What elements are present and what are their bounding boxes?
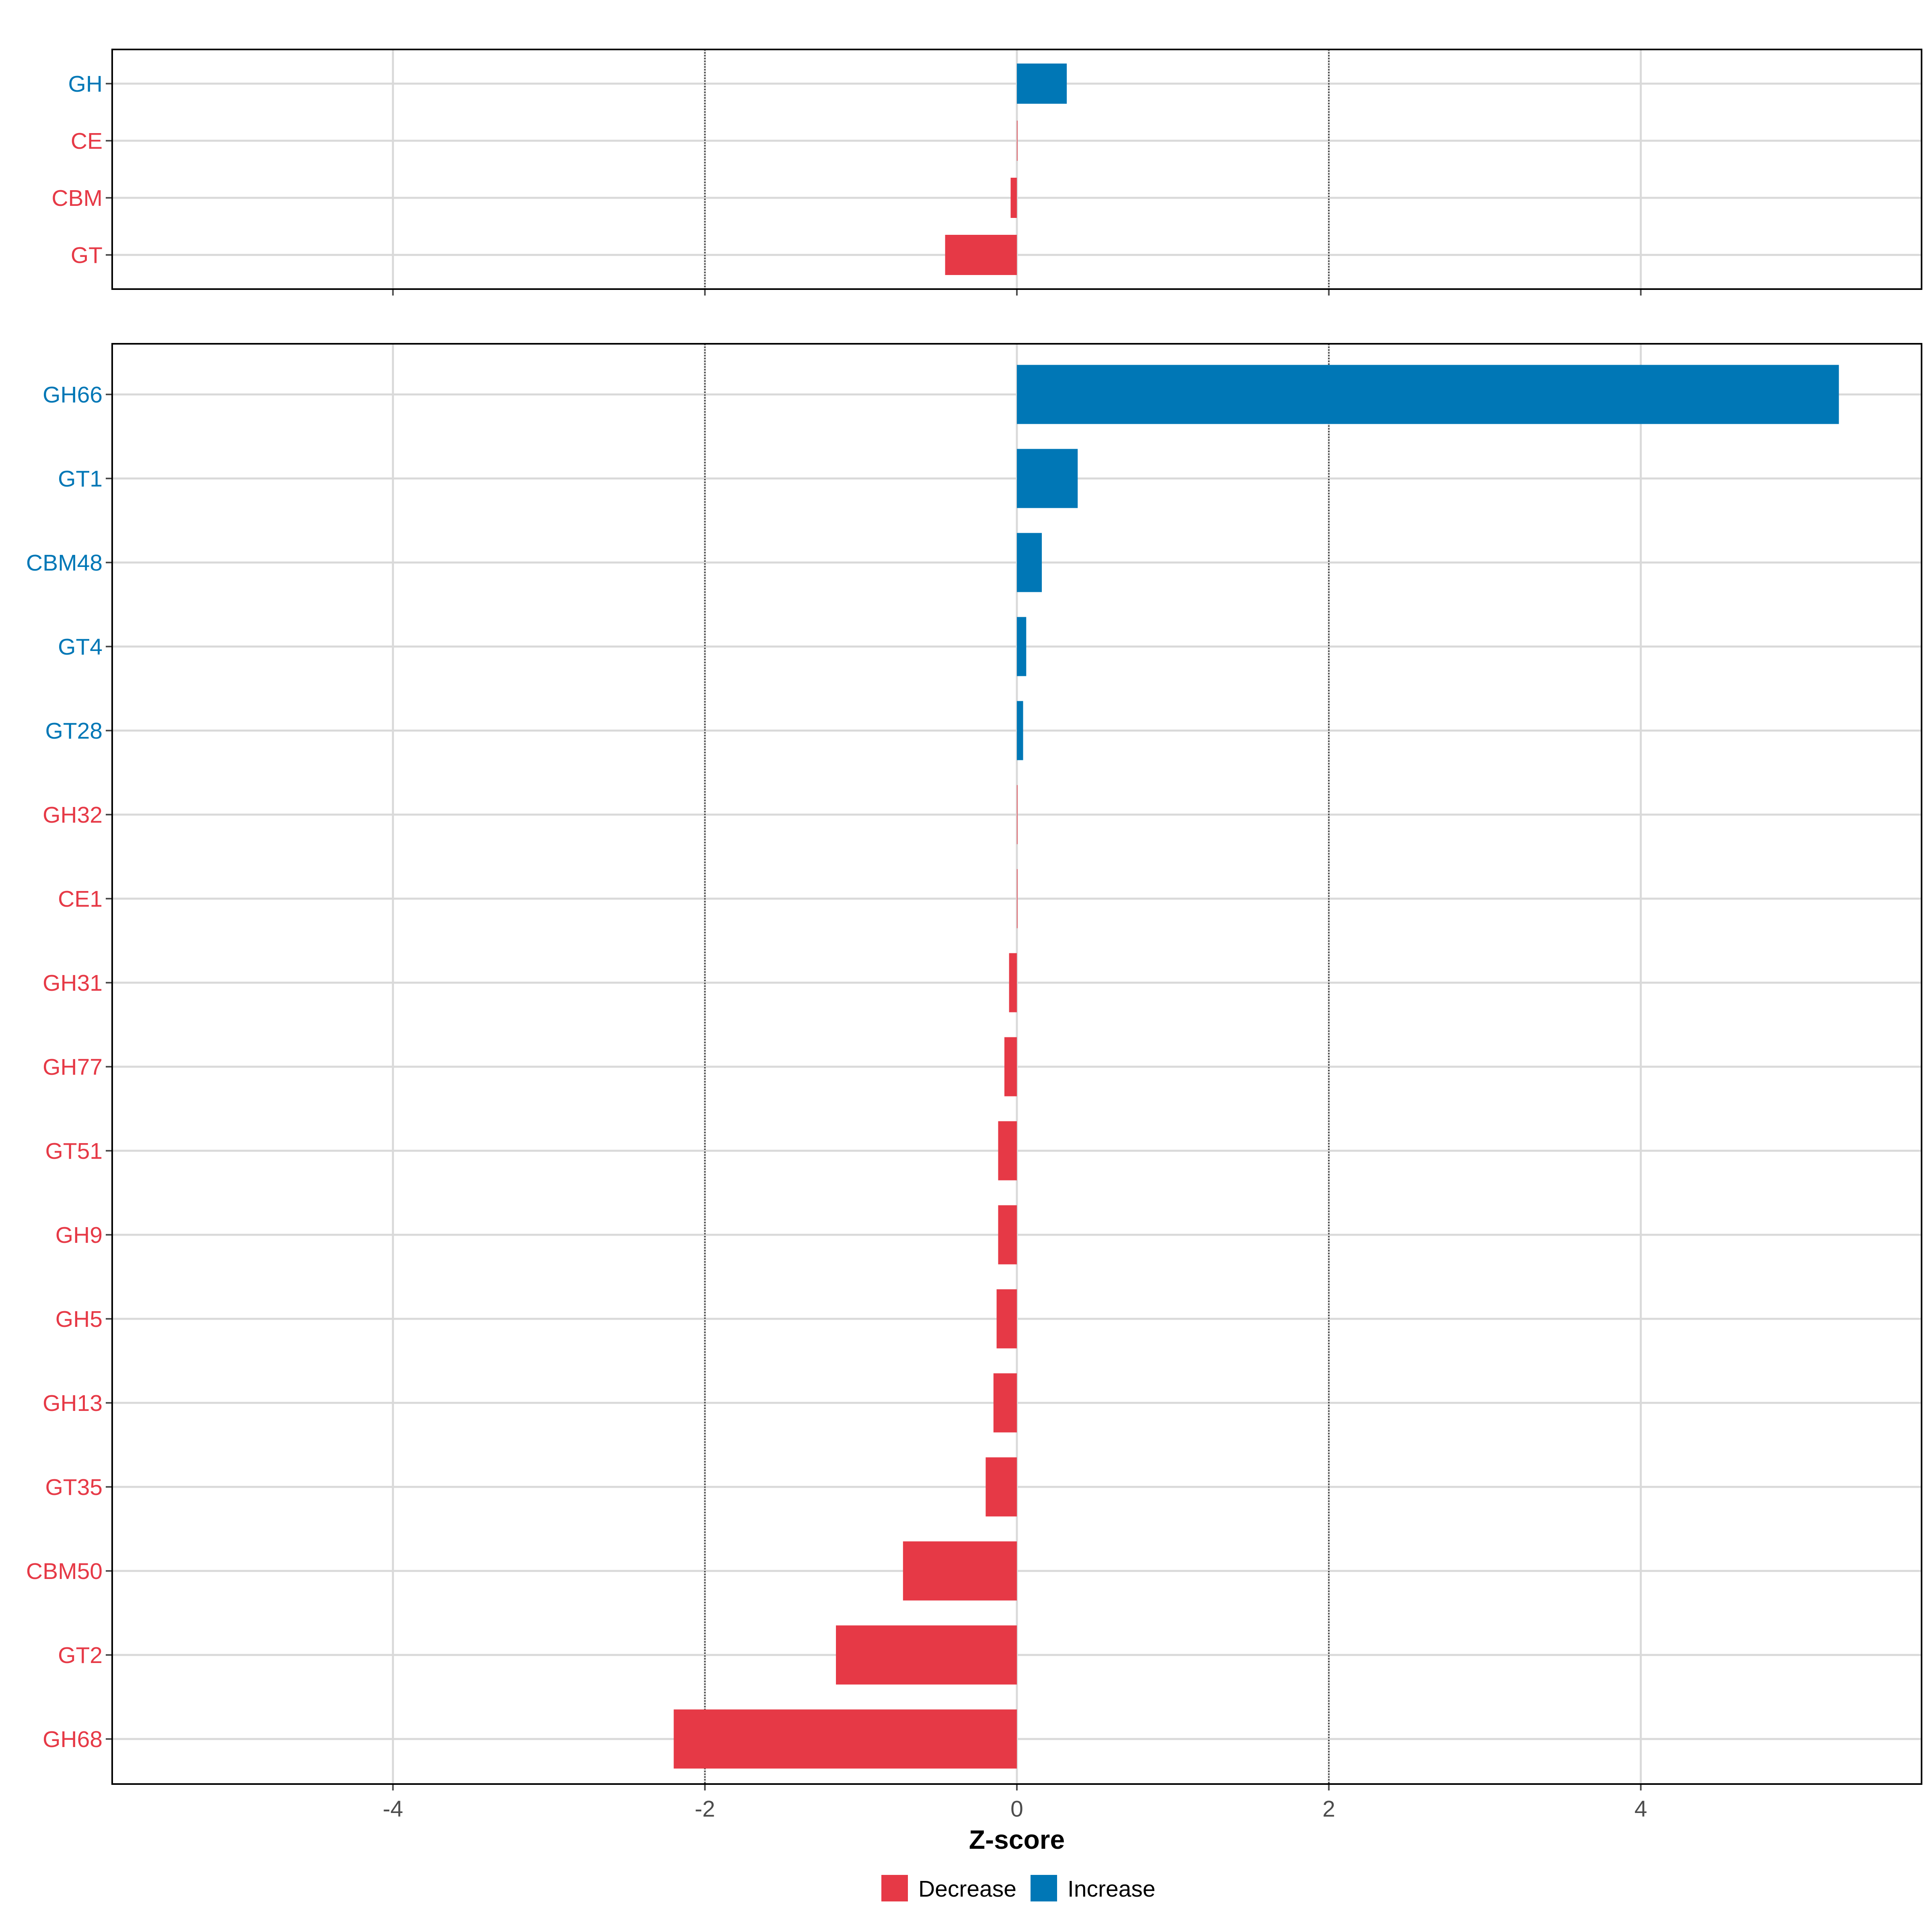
x-tick-label: 0 <box>1010 1796 1023 1822</box>
y-tick-label: GH31 <box>43 970 103 996</box>
bar-gt1 <box>1017 449 1078 508</box>
y-tick-label: GT1 <box>58 466 103 492</box>
bar-gh77 <box>1004 1037 1017 1096</box>
y-tick-label: CE <box>71 128 103 154</box>
y-tick-label: CE1 <box>58 886 103 912</box>
y-tick-label: GT4 <box>58 634 103 660</box>
bar-gt2 <box>836 1625 1017 1685</box>
y-tick-label: GH5 <box>55 1306 103 1332</box>
panel-border <box>111 49 1922 290</box>
bar-gh5 <box>996 1289 1017 1349</box>
bar-gh9 <box>998 1205 1017 1265</box>
bar-cbm <box>1010 178 1017 218</box>
y-tick-label: GH <box>68 71 103 97</box>
y-tick-label: GT51 <box>45 1138 103 1164</box>
legend-label-decrease: Decrease <box>918 1876 1016 1902</box>
bar-gh31 <box>1009 953 1017 1012</box>
y-tick-label: GT28 <box>45 718 103 744</box>
bar-gh13 <box>993 1373 1017 1433</box>
bar-gt28 <box>1017 701 1023 760</box>
legend: Decrease Increase <box>881 1875 1156 1902</box>
x-axis-tick-labels: -4 -2 0 2 4 <box>383 1796 1647 1822</box>
bar-gh68 <box>673 1709 1017 1769</box>
bar-cbm50 <box>903 1541 1017 1601</box>
x-tick-label: -2 <box>695 1796 715 1822</box>
bottom-panel: GH66 GT1 CBM48 GT4 GT28 GH32 CE1 GH31 GH77 GT51 GH… <box>26 343 1922 1790</box>
bar-gt <box>945 235 1017 275</box>
y-tick-label: GH68 <box>43 1727 103 1752</box>
bar-ce1 <box>1017 869 1018 928</box>
y-tick-label: GH32 <box>43 802 103 828</box>
bar-gh32 <box>1017 785 1018 844</box>
bar-gh <box>1017 64 1067 104</box>
bar-gh66 <box>1017 365 1839 424</box>
x-axis-title: Z-score <box>969 1825 1065 1854</box>
panel-border <box>111 343 1922 1785</box>
y-tick-label: GT35 <box>45 1474 103 1500</box>
y-tick-label: CBM <box>51 185 103 211</box>
bar-cbm48 <box>1017 533 1042 592</box>
bar-ce <box>1017 121 1018 161</box>
y-tick-label: GH13 <box>43 1390 103 1416</box>
legend-key-decrease <box>881 1875 908 1901</box>
y-tick-label: GT2 <box>58 1643 103 1668</box>
x-tick-label: 4 <box>1634 1796 1647 1822</box>
y-tick-label: GH77 <box>43 1054 103 1080</box>
bar-gt35 <box>986 1457 1017 1517</box>
y-tick-label: CBM48 <box>26 550 103 576</box>
top-panel: GH CE CBM GT <box>51 49 1922 296</box>
bar-gt4 <box>1017 617 1027 676</box>
y-tick-label: GH9 <box>55 1222 103 1248</box>
x-tick-label: 2 <box>1322 1796 1335 1822</box>
y-tick-label: CBM50 <box>26 1558 103 1584</box>
legend-label-increase: Increase <box>1068 1876 1156 1902</box>
y-tick-label: GH66 <box>43 382 103 408</box>
x-tick-label: -4 <box>383 1796 403 1822</box>
legend-key-increase <box>1031 1875 1057 1901</box>
y-tick-label: GT <box>71 242 103 268</box>
bar-gt51 <box>998 1121 1017 1181</box>
